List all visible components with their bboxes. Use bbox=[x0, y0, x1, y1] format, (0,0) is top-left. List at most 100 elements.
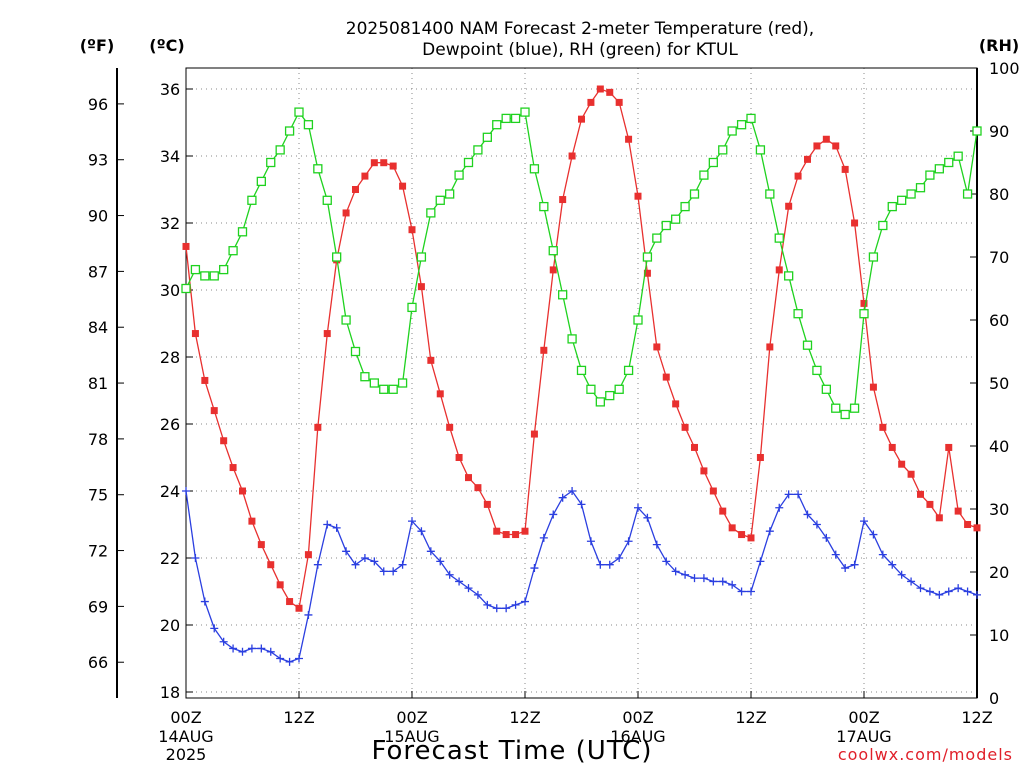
source-credit: coolwx.com/models bbox=[838, 745, 1013, 764]
temperature-point bbox=[672, 400, 680, 408]
temperature-point bbox=[869, 383, 877, 391]
temperature-point bbox=[483, 500, 491, 508]
relative-humidity-point bbox=[897, 195, 907, 205]
relative-humidity-point bbox=[209, 271, 219, 281]
temperature-point bbox=[323, 330, 331, 338]
temperature-point bbox=[860, 299, 868, 307]
temperature-point bbox=[276, 581, 284, 589]
dewpoint-point bbox=[765, 527, 774, 536]
temperature-point bbox=[446, 423, 454, 431]
dewpoint-point bbox=[370, 557, 379, 566]
relative-humidity-point bbox=[746, 113, 756, 124]
temperature-point bbox=[229, 464, 237, 472]
dewpoint-point bbox=[690, 574, 699, 583]
dewpoint-point bbox=[878, 550, 887, 559]
fahrenheit-tick-label: 93 bbox=[88, 151, 108, 170]
temperature-point bbox=[822, 135, 830, 143]
relative-humidity-point bbox=[953, 151, 963, 161]
temperature-point bbox=[408, 226, 416, 234]
temperature-point bbox=[549, 266, 557, 274]
relative-humidity-point bbox=[539, 201, 549, 212]
chart-title-line2: Dewpoint (blue), RH (green) for KTUL bbox=[422, 40, 738, 60]
dewpoint-point bbox=[436, 557, 445, 566]
relative-humidity-point bbox=[652, 233, 662, 243]
relative-humidity-point bbox=[388, 384, 398, 394]
temperature-point bbox=[681, 423, 689, 431]
dewpoint-point bbox=[558, 493, 567, 502]
relative-humidity-point bbox=[294, 107, 304, 117]
temperature-point bbox=[540, 346, 548, 354]
temperature-point bbox=[474, 484, 482, 492]
temperature-point bbox=[691, 443, 698, 451]
relative-humidity-point bbox=[445, 189, 455, 199]
dewpoint-point bbox=[925, 587, 934, 596]
rh-tick-label: 40 bbox=[989, 437, 1009, 456]
dewpoint-point bbox=[634, 503, 642, 512]
rh-tick-label: 100 bbox=[989, 59, 1020, 78]
rh-tick-label: 0 bbox=[989, 689, 999, 708]
temperature-point bbox=[502, 531, 510, 539]
dewpoint-point bbox=[182, 487, 190, 495]
temperature-point bbox=[493, 527, 501, 535]
dewpoint-point bbox=[596, 560, 605, 569]
dewpoint-point bbox=[577, 500, 586, 509]
dewpoint-point bbox=[408, 517, 416, 526]
dewpoint-point bbox=[954, 584, 963, 593]
relative-humidity-point bbox=[247, 195, 257, 205]
temperature-point bbox=[756, 454, 764, 461]
dewpoint-point bbox=[323, 520, 332, 529]
x-tick-label: 12Z bbox=[283, 708, 314, 727]
relative-humidity-point bbox=[407, 302, 417, 313]
dewpoint-point bbox=[426, 547, 435, 556]
temperature-point bbox=[954, 507, 962, 515]
relative-humidity-point bbox=[944, 157, 954, 168]
temperature-point bbox=[559, 196, 567, 204]
relative-humidity-point bbox=[774, 233, 784, 243]
temperature-point bbox=[625, 135, 633, 143]
celsius-tick-label: 22 bbox=[160, 549, 180, 568]
relative-humidity-point bbox=[661, 220, 671, 231]
dewpoint-point bbox=[502, 604, 511, 613]
temperature-point bbox=[568, 152, 576, 160]
dewpoint-point bbox=[737, 587, 746, 596]
relative-humidity-point bbox=[859, 309, 869, 319]
temperature-point bbox=[794, 172, 802, 180]
relative-humidity-point bbox=[350, 346, 361, 357]
dewpoint-point bbox=[605, 560, 614, 569]
temperature-point bbox=[182, 242, 190, 250]
relative-humidity-point bbox=[275, 145, 285, 155]
relative-humidity-point bbox=[962, 189, 973, 199]
rh-tick-label: 20 bbox=[989, 563, 1009, 582]
relative-humidity-point bbox=[831, 403, 841, 413]
temperature-point bbox=[775, 266, 783, 274]
celsius-tick-label: 20 bbox=[160, 616, 180, 635]
dewpoint-point bbox=[276, 654, 285, 663]
relative-humidity-point bbox=[699, 170, 709, 180]
relative-humidity-point bbox=[915, 183, 926, 193]
temperature-line bbox=[185, 88, 978, 610]
x-tick-label: 00Z bbox=[396, 708, 427, 727]
dewpoint-point bbox=[935, 590, 944, 599]
temperature-point bbox=[530, 430, 538, 438]
dewpoint-point bbox=[455, 577, 464, 586]
x-axis-label: Forecast Time (UTC) bbox=[371, 736, 652, 766]
temperature-point bbox=[257, 541, 265, 549]
temperature-point bbox=[719, 507, 727, 515]
dewpoint-point bbox=[671, 567, 680, 576]
temperature-point bbox=[436, 390, 444, 398]
rh-tick-label: 50 bbox=[989, 374, 1009, 393]
dewpoint-point bbox=[775, 503, 784, 512]
temperature-point bbox=[342, 209, 350, 217]
axes: 18 20 22 24 26 28 30 32 34 36 66 69 72 75 78 81 84 87 90 93… bbox=[88, 59, 1020, 764]
relative-humidity-point bbox=[529, 164, 540, 174]
relative-humidity-point bbox=[369, 378, 379, 388]
relative-humidity-point bbox=[802, 340, 813, 350]
relative-humidity-point bbox=[793, 309, 803, 319]
dewpoint-point bbox=[662, 557, 671, 566]
relative-humidity-point bbox=[548, 246, 558, 256]
dewpoint-point bbox=[219, 637, 228, 646]
temperature-point bbox=[295, 604, 303, 612]
dewpoint-point bbox=[860, 517, 868, 526]
temperature-point bbox=[700, 467, 708, 475]
dewpoint-point bbox=[944, 587, 953, 596]
